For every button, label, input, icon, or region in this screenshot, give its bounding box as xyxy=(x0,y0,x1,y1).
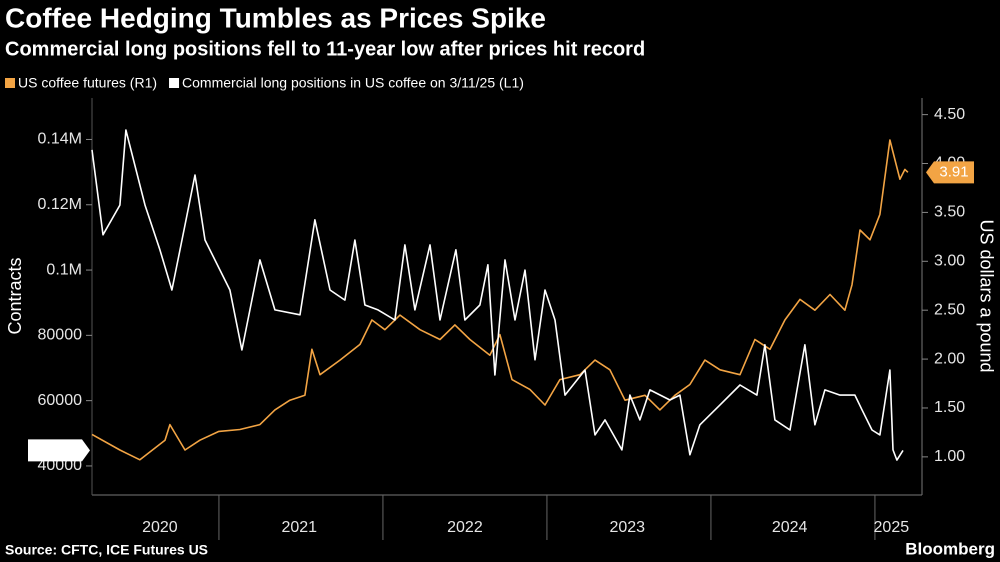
x-tick-label: 2025 xyxy=(874,519,910,536)
y-tick-label: 0.14M xyxy=(38,131,82,148)
y2-axis-title: US dollars a pound xyxy=(976,219,996,372)
y2-tick-label: 2.50 xyxy=(934,301,965,318)
legend-swatch xyxy=(5,78,15,88)
brand: Bloomberg xyxy=(905,539,995,558)
x-tick-label: 2024 xyxy=(772,519,808,536)
y-axis-title: Contracts xyxy=(5,257,25,334)
y-tick-label: 0.12M xyxy=(38,196,82,213)
chart-subtitle: Commercial long positions fell to 11-yea… xyxy=(5,38,645,60)
x-tick-label: 2020 xyxy=(142,519,178,536)
y2-tick-label: 4.50 xyxy=(934,106,965,123)
source-note: Source: CFTC, ICE Futures US xyxy=(5,542,208,558)
legend-label: Commercial long positions in US coffee o… xyxy=(182,75,524,91)
y2-tick-label: 2.00 xyxy=(934,350,965,367)
legend-swatch xyxy=(169,78,180,88)
x-tick-label: 2021 xyxy=(281,519,317,536)
x-tick-label: 2022 xyxy=(447,519,483,536)
y2-tick-label: 3.00 xyxy=(934,253,965,270)
y-tick-label: 0.1M xyxy=(46,261,82,278)
y2-tick-label: 1.50 xyxy=(934,399,965,416)
legend-label: US coffee futures (R1) xyxy=(18,75,157,91)
y-tick-label: 80000 xyxy=(38,327,83,344)
y2-tick-label: 1.00 xyxy=(934,448,965,465)
y2-tick-label: 3.50 xyxy=(934,204,965,221)
series-line xyxy=(91,129,904,461)
x-tick-label: 2023 xyxy=(609,519,645,536)
last-value-label: 3.91 xyxy=(939,163,968,180)
series-line xyxy=(91,139,909,461)
last-value-label: 44750 xyxy=(34,441,76,458)
last-value-box xyxy=(28,439,90,462)
last-value-box xyxy=(926,161,974,184)
legend-item: Commercial long positions in US coffee o… xyxy=(169,75,524,91)
legend-item: US coffee futures (R1) xyxy=(5,75,157,91)
y-tick-label: 60000 xyxy=(38,392,83,409)
chart-title: Coffee Hedging Tumbles as Prices Spike xyxy=(5,2,546,33)
